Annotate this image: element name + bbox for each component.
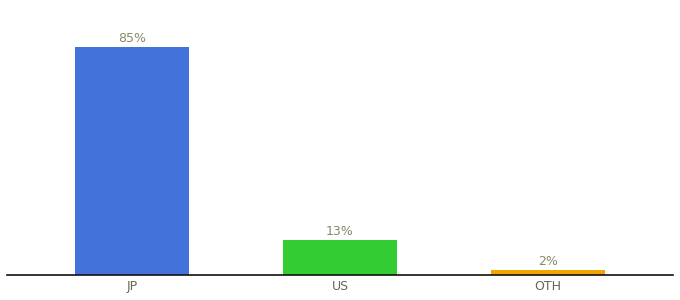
- Bar: [283, 240, 397, 275]
- Text: 2%: 2%: [539, 255, 558, 268]
- Bar: [75, 47, 189, 275]
- Text: 85%: 85%: [118, 32, 146, 45]
- Text: 13%: 13%: [326, 225, 354, 238]
- Bar: [491, 270, 605, 275]
